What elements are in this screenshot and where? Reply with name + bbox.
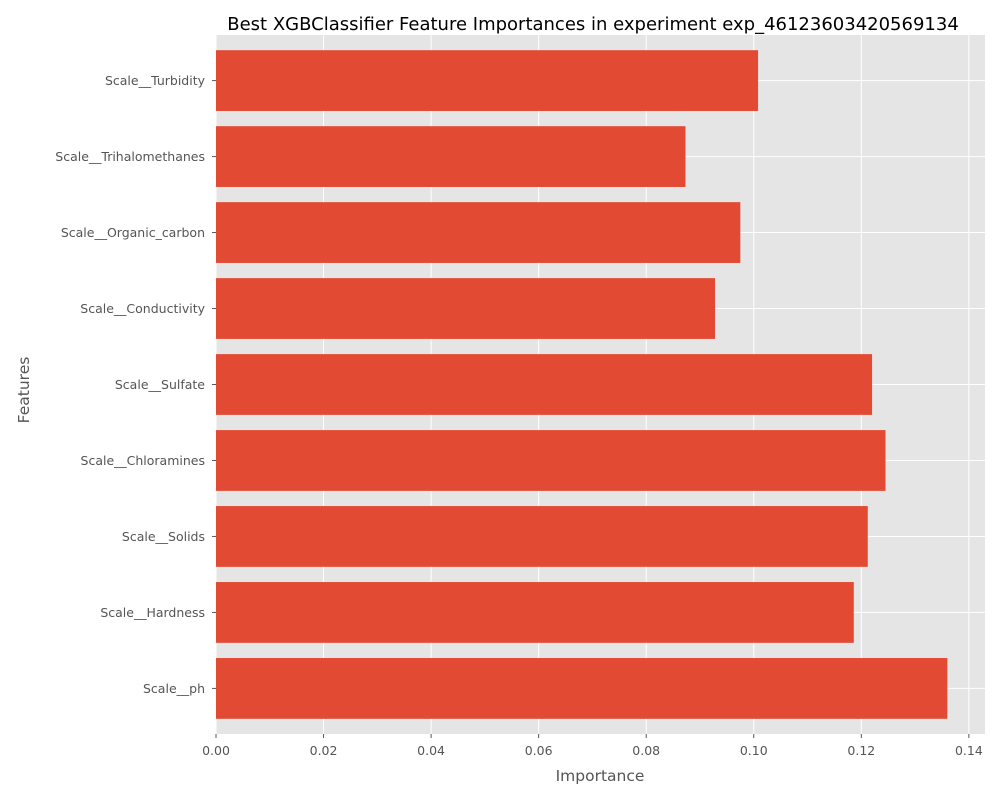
chart-title: Best XGBClassifier Feature Importances i… xyxy=(227,14,959,35)
y-tick-label: Scale__Organic_carbon xyxy=(61,225,205,240)
y-axis-label: Features xyxy=(15,357,33,424)
bar-scale-solids xyxy=(216,506,868,567)
bar-scale-chloramines xyxy=(216,430,886,491)
x-tick-label: 0.12 xyxy=(847,743,875,758)
bar-scale-sulfate xyxy=(216,354,873,415)
y-tick-label: Scale__Sulfate xyxy=(115,377,205,392)
x-tick-label: 0.04 xyxy=(417,743,445,758)
bar-scale-organic-carbon xyxy=(216,202,741,263)
bar-scale-hardness xyxy=(216,582,854,643)
bar-scale-conductivity xyxy=(216,278,716,339)
bar-scale-ph xyxy=(216,658,948,719)
bar-scale-turbidity xyxy=(216,50,759,111)
x-tick-label: 0.14 xyxy=(955,743,983,758)
y-tick-label: Scale__Trihalomethanes xyxy=(55,149,205,164)
x-tick-label: 0.02 xyxy=(310,743,338,758)
x-axis-label: Importance xyxy=(556,767,645,785)
bars xyxy=(216,50,948,719)
x-tick-label: 0.06 xyxy=(525,743,553,758)
x-tick-label: 0.08 xyxy=(632,743,660,758)
y-tick-label: Scale__Chloramines xyxy=(81,453,205,468)
x-tick-label: 0.00 xyxy=(202,743,230,758)
x-tick-labels: 0.00 0.02 0.04 0.06 0.08 0.10 0.12 0.14 xyxy=(202,734,983,758)
y-tick-label: Scale__Turbidity xyxy=(105,73,206,88)
x-tick-label: 0.10 xyxy=(740,743,768,758)
y-tick-label: Scale__Solids xyxy=(122,529,205,544)
y-tick-label: Scale__ph xyxy=(143,681,205,696)
y-tick-label: Scale__Conductivity xyxy=(80,301,205,316)
y-tick-labels: Scale__ph Scale__Hardness Scale__Solids Sca… xyxy=(55,73,216,696)
y-tick-label: Scale__Hardness xyxy=(100,605,205,620)
bar-scale-trihalomethanes xyxy=(216,126,686,187)
